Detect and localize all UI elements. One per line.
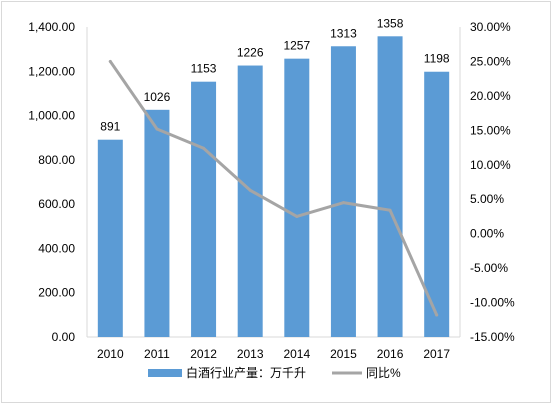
x-tick-label: 2013 — [237, 347, 264, 361]
axes: 0.00 200.00 400.00 600.00 800.00 1,000.00 1,20… — [28, 20, 515, 361]
right-tick-label: -10.00% — [470, 296, 515, 310]
left-tick-label: 1,200.00 — [28, 64, 75, 78]
bar-2015 — [330, 46, 356, 338]
x-tick-label: 2017 — [423, 347, 450, 361]
right-tick-label: 15.00% — [470, 123, 511, 137]
bar-2014 — [284, 58, 310, 338]
right-tick-label: 10.00% — [470, 158, 511, 172]
left-tick-label: 800.00 — [38, 153, 75, 167]
left-tick-label: 1,000.00 — [28, 109, 75, 123]
right-tick-label: 30.00% — [470, 20, 511, 34]
yoy-point-2011 — [155, 127, 159, 131]
left-tick-label: 1,400.00 — [28, 20, 75, 34]
legend-line-label: 同比% — [366, 366, 401, 380]
bar-value-label: 1257 — [283, 39, 310, 53]
legend-bar-swatch — [148, 369, 182, 377]
yoy-point-2014 — [295, 214, 299, 218]
legend-bar-label: 白酒行业产量：万千升 — [186, 365, 306, 380]
yoy-line — [108, 59, 439, 317]
right-tick-label: 5.00% — [470, 192, 504, 206]
yoy-point-2013 — [248, 188, 252, 192]
x-tick-label: 2014 — [283, 347, 310, 361]
x-tick-label: 2010 — [97, 347, 124, 361]
data-labels: 891 1026 1153 1226 1257 1313 1358 1198 — [100, 16, 450, 133]
right-tick-label: 20.00% — [470, 89, 511, 103]
bar-value-label: 1198 — [424, 52, 450, 66]
right-tick-label: -15.00% — [470, 330, 515, 344]
legend: 白酒行业产量：万千升 同比% — [148, 365, 401, 380]
yoy-point-2012 — [202, 146, 206, 150]
bar-value-label: 1358 — [377, 16, 404, 30]
yoy-point-2017 — [435, 313, 439, 317]
bar-2016 — [377, 36, 403, 338]
right-tick-label: 25.00% — [470, 54, 511, 68]
bar-2012 — [191, 81, 217, 337]
bar-value-label: 891 — [100, 120, 120, 134]
bar-series — [97, 36, 450, 338]
left-tick-label: 200.00 — [38, 286, 75, 300]
left-tick-label: 600.00 — [38, 197, 75, 211]
left-tick-label: 0.00 — [52, 330, 76, 344]
bar-2013 — [237, 65, 263, 338]
yoy-point-2016 — [388, 208, 392, 212]
line-series — [108, 59, 439, 317]
bar-value-label: 1313 — [330, 26, 357, 40]
x-tick-label: 2012 — [190, 347, 217, 361]
x-tick-label: 2015 — [330, 347, 357, 361]
bar-2010 — [97, 139, 123, 337]
bar-2011 — [144, 109, 170, 337]
bar-value-label: 1153 — [191, 62, 217, 76]
bar-value-label: 1026 — [144, 90, 171, 104]
x-tick-label: 2011 — [144, 347, 170, 361]
yoy-point-2015 — [341, 201, 345, 205]
right-tick-label: 0.00% — [470, 227, 504, 241]
x-tick-label: 2016 — [377, 347, 404, 361]
bar-value-label: 1226 — [237, 46, 264, 60]
yoy-point-2010 — [108, 59, 112, 63]
right-tick-label: -5.00% — [470, 261, 508, 275]
left-tick-label: 400.00 — [38, 241, 75, 255]
